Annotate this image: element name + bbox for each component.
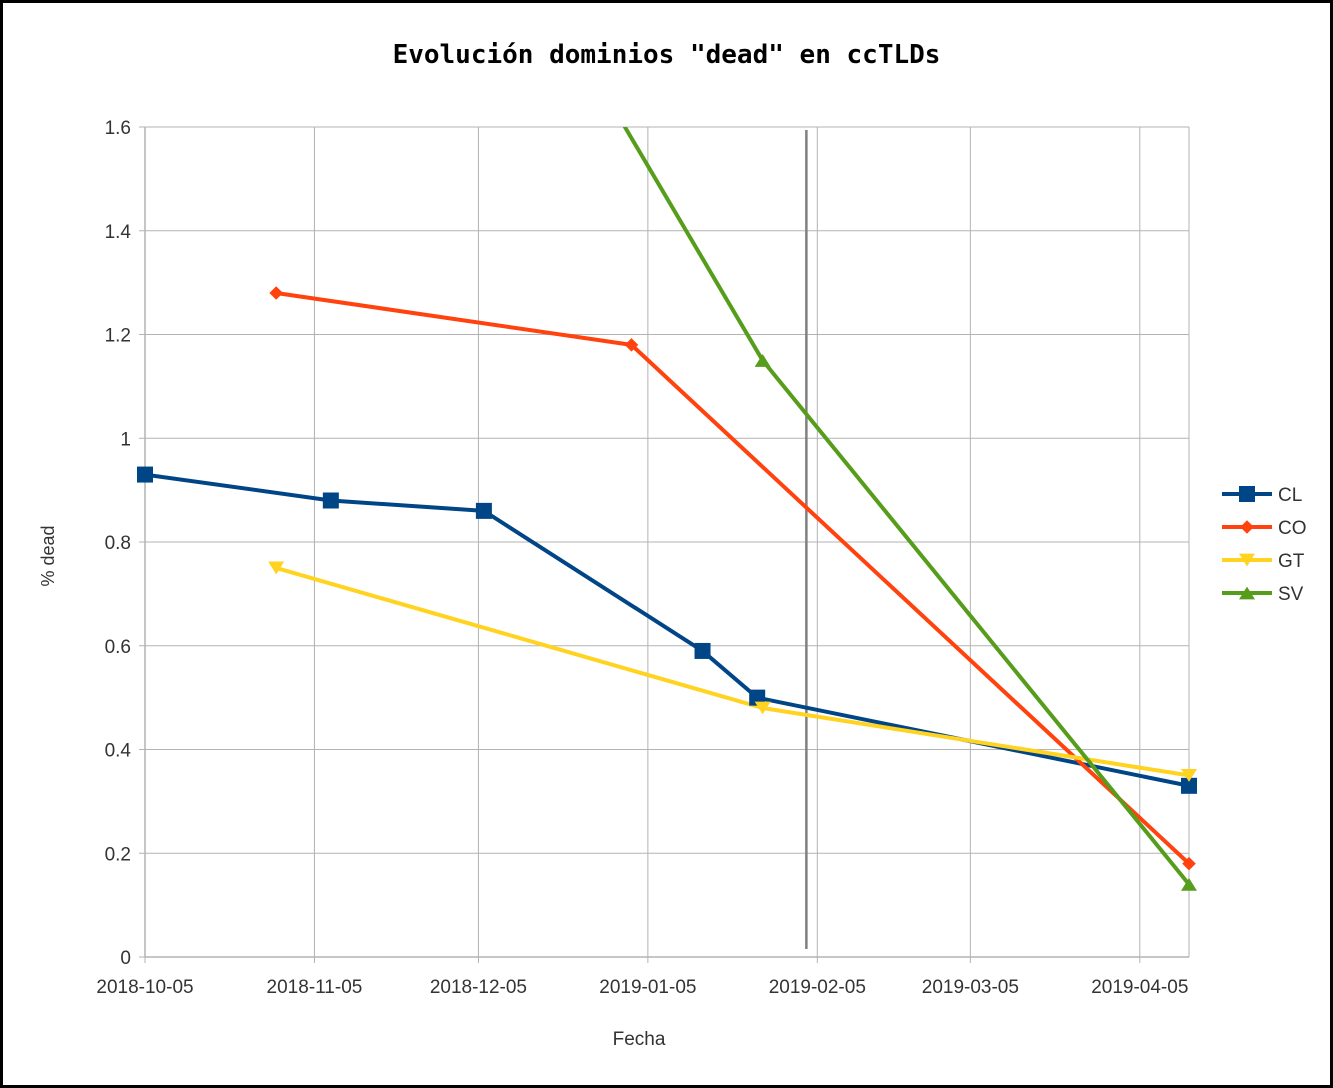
legend-label-sv: SV: [1278, 584, 1304, 605]
y-tick-label: 0.4: [105, 741, 132, 762]
legend-marker-co: [1240, 520, 1254, 534]
y-tick-label: 0.8: [105, 533, 131, 554]
x-tick-label: 2018-11-05: [267, 977, 363, 998]
data-point-co: [624, 338, 639, 352]
legend-marker-sv: [1239, 586, 1255, 600]
legend-marker-gt: [1239, 553, 1255, 567]
data-point-co: [1182, 856, 1196, 871]
data-point-cl: [137, 466, 153, 483]
data-point-co: [269, 286, 283, 300]
data-point-gt: [1181, 769, 1197, 782]
data-point-cl: [694, 642, 711, 659]
y-tick-label: 1.2: [105, 326, 131, 347]
series-line-gt: [275, 566, 1189, 778]
chart-title: Evolución dominios "dead" en ccTLDs: [392, 40, 941, 70]
y-tick-label: 0.6: [105, 637, 131, 658]
x-tick-label: 2018-12-05: [430, 977, 527, 998]
data-point-cl: [1181, 777, 1197, 794]
series-line-co: [275, 291, 1189, 866]
x-tick-label: 2019-04-05: [1091, 977, 1188, 998]
legend-label-gt: GT: [1278, 551, 1305, 572]
x-tick-label: 2019-03-05: [922, 977, 1019, 998]
data-point-cl: [475, 502, 492, 519]
data-point-gt: [754, 701, 771, 715]
y-axis-label: % dead: [38, 525, 58, 586]
x-tick-label: 2019-02-05: [769, 977, 866, 998]
y-tick-label: 0: [120, 948, 131, 969]
y-tick-label: 1.4: [105, 222, 132, 243]
series-line-cl: [145, 472, 1189, 788]
data-point-sv: [1181, 877, 1197, 891]
legend-label-co: CO: [1278, 518, 1307, 539]
data-point-sv: [754, 354, 771, 367]
x-axis-label: Fecha: [613, 1029, 666, 1050]
data-point-gt: [268, 561, 285, 575]
y-tick-label: 1.6: [105, 118, 131, 139]
y-tick-label: 1: [120, 429, 131, 450]
data-point-cl: [322, 492, 339, 509]
legend-marker-cl: [1239, 486, 1255, 502]
x-tick-label: 2019-01-05: [599, 977, 696, 998]
y-tick-label: 0.2: [105, 844, 131, 865]
x-tick-label: 2018-10-05: [96, 977, 193, 998]
legend-label-cl: CL: [1278, 485, 1302, 506]
